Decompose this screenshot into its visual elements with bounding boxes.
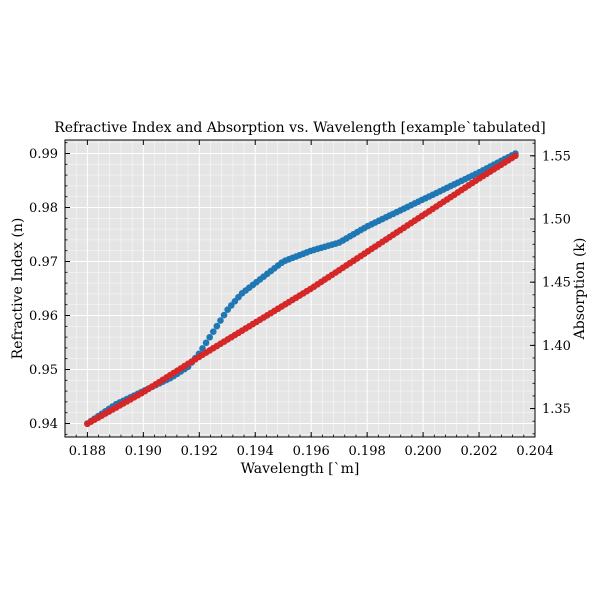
- x-tick-label: 0.196: [293, 444, 330, 459]
- x-tick-label: 0.202: [460, 444, 497, 459]
- x-tick-label: 0.192: [181, 444, 218, 459]
- data-points: [84, 150, 519, 428]
- x-axis-label: Wavelength [`m]: [241, 461, 360, 477]
- x-tick-label: 0.190: [125, 444, 162, 459]
- data-point: [206, 333, 213, 341]
- y-left-tick-label: 0.95: [29, 363, 58, 378]
- x-tick-label: 0.200: [404, 444, 441, 459]
- data-point: [217, 317, 224, 324]
- y-left-tick-label: 0.98: [29, 201, 58, 216]
- x-tick-label: 0.198: [349, 444, 386, 459]
- data-point: [512, 152, 519, 160]
- y-left-tick-label: 0.94: [29, 417, 58, 432]
- y-right-tick-label: 1.35: [542, 402, 571, 417]
- y-left-tick-label: 0.99: [29, 147, 58, 162]
- series-absorption: [84, 152, 519, 428]
- x-tick-label: 0.188: [69, 444, 106, 459]
- y-right-axis-label: Absorption (k): [572, 238, 588, 341]
- y-right-tick-label: 1.50: [542, 212, 571, 227]
- y-left-axis-label: Refractive Index (n): [10, 218, 26, 360]
- data-point: [220, 311, 228, 319]
- axis-ticks: 0.188 0.190 0.192 0.194 0.196 0.198 0.200 0.202…: [29, 140, 571, 459]
- x-tick-label: 0.204: [516, 444, 553, 459]
- chart-title: Refractive Index and Absorption vs. Wave…: [54, 120, 546, 136]
- y-right-tick-label: 1.45: [542, 276, 571, 291]
- data-point: [209, 328, 217, 336]
- x-tick-label: 0.194: [237, 444, 274, 459]
- data-point: [202, 339, 210, 347]
- y-right-tick-label: 1.40: [542, 339, 571, 354]
- y-left-tick-label: 0.97: [29, 255, 58, 270]
- y-left-tick-label: 0.96: [29, 309, 58, 324]
- data-point: [213, 322, 221, 330]
- y-right-tick-label: 1.55: [542, 149, 571, 164]
